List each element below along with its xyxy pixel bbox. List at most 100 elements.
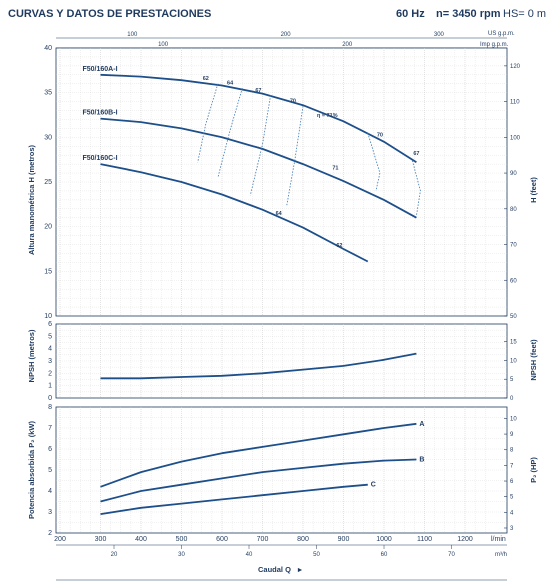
y-tick-label: 2 (48, 370, 52, 377)
npsh-panel: 0 1 2 3 4 5 6 0 5 10 15 (48, 321, 517, 402)
y-tick-label: 2 (48, 530, 52, 537)
x-tick-label: 200 (54, 536, 66, 543)
panel-frame (55, 323, 508, 399)
efficiency-label: 64 (227, 81, 234, 87)
y-right-tick-label: 60 (510, 278, 517, 284)
efficiency-label: 67 (255, 88, 261, 94)
imp-gpm-tick: 200 (342, 42, 353, 48)
series-line (100, 117, 417, 219)
series-label: A (419, 421, 424, 428)
efficiency-label: 70 (290, 98, 296, 104)
y-right-tick-label: 70 (510, 243, 517, 249)
m3h-tick-label: 40 (246, 552, 253, 558)
efficiency-line (367, 132, 381, 191)
m3h-tick-label: 30 (178, 552, 185, 558)
top-us-unit: US g.p.m. (488, 31, 515, 37)
series-line (100, 483, 368, 515)
efficiency-label: 71 (332, 165, 338, 171)
series-line (100, 422, 417, 488)
y-right-tick-label: 5 (510, 377, 514, 383)
y-tick-label: 1 (48, 383, 52, 390)
efficiency-line (217, 88, 243, 178)
x-unit-lmin: l/min (491, 536, 506, 543)
efficiency-label: 67 (413, 151, 419, 157)
x-tick-label: 800 (297, 536, 309, 543)
x-axis-title: Caudal Q (258, 565, 291, 574)
panel-frame (55, 47, 508, 317)
y-tick-label: 6 (48, 321, 52, 328)
y-right-tick-label: 15 (510, 340, 517, 346)
x-tick-label: 300 (95, 536, 107, 543)
y-tick-label: 5 (48, 333, 52, 340)
series-label: F50/160A-I (83, 66, 118, 73)
y-tick-label: 7 (48, 425, 52, 432)
frequency-label: 60 Hz (396, 8, 425, 20)
efficiency-label: 62 (203, 76, 209, 82)
y-right-tick-label: 9 (510, 432, 514, 438)
y-right-tick-label: 6 (510, 479, 514, 485)
speed-label: n= 3450 rpm (436, 8, 501, 20)
y-tick-label: 3 (48, 509, 52, 516)
power-ylabel-right: P₂ (HP) (529, 457, 538, 483)
us-gpm-tick: 200 (281, 32, 292, 38)
us-gpm-tick: 300 (434, 32, 445, 38)
efficiency-label: 64 (276, 211, 283, 217)
series-line (100, 73, 417, 164)
x-tick-label: 700 (257, 536, 269, 543)
efficiency-line (286, 106, 304, 206)
y-tick-label: 25 (44, 179, 52, 186)
npsh-ylabel: NPSH (metros) (27, 329, 36, 382)
x-tick-label: 400 (135, 536, 147, 543)
y-right-tick-label: 7 (510, 463, 514, 469)
y-tick-label: 8 (48, 404, 52, 411)
series-line (100, 163, 369, 263)
x-tick-label: 1000 (376, 536, 392, 543)
top-imp-unit: Imp g.p.m. (480, 42, 509, 48)
efficiency-line (412, 160, 421, 216)
y-right-tick-label: 10 (510, 416, 517, 422)
y-right-tick-label: 80 (510, 207, 517, 213)
chart-title: CURVAS Y DATOS DE PRESTACIONES (8, 8, 211, 20)
series-label: B (419, 457, 424, 464)
x-tick-label: 1200 (457, 536, 473, 543)
y-tick-label: 10 (44, 313, 52, 320)
x-unit-m3h: m³/h (495, 552, 507, 558)
us-gpm-tick: 100 (127, 32, 138, 38)
series-line (100, 458, 417, 503)
m3h-tick-label: 50 (313, 552, 320, 558)
x-axis-arrow: ▸ (297, 565, 303, 574)
top-scales: US g.p.m. Imp g.p.m. 100 200 300 100 200 (56, 31, 515, 49)
y-right-tick-label: 0 (510, 396, 514, 402)
y-right-tick-label: 10 (510, 358, 517, 364)
head-panel: 10 15 20 25 30 35 40 50 60 70 80 90 100 110 120 F50/160… (44, 45, 520, 320)
m3h-tick-label: 20 (111, 552, 118, 558)
efficiency-label: 62 (336, 243, 342, 249)
y-right-tick-label: 100 (510, 135, 521, 141)
y-tick-label: 35 (44, 90, 52, 97)
series-label: F50/160C-I (83, 155, 118, 162)
head-ylabel-right: H (feet) (529, 177, 538, 203)
y-tick-label: 0 (48, 395, 52, 402)
y-right-tick-label: 8 (510, 448, 514, 454)
y-right-tick-label: 4 (510, 510, 514, 516)
m3h-tick-label: 60 (381, 552, 388, 558)
y-tick-label: 4 (48, 346, 52, 353)
y-tick-label: 4 (48, 488, 52, 495)
y-tick-label: 40 (44, 45, 52, 52)
x-tick-label: 1100 (417, 536, 432, 543)
y-right-tick-label: 50 (510, 314, 517, 320)
efficiency-line (249, 95, 271, 196)
y-right-tick-label: 3 (510, 526, 514, 532)
m3h-tick-label: 70 (448, 552, 455, 558)
x-tick-label: 600 (216, 536, 228, 543)
efficiency-label: 70 (377, 132, 383, 138)
suction-label: HS= 0 m (503, 8, 546, 20)
y-right-tick-label: 90 (510, 171, 517, 177)
x-tick-label: 500 (176, 536, 188, 543)
x-tick-label: 900 (338, 536, 350, 543)
npsh-ylabel-right: NPSH (feet) (529, 339, 538, 381)
power-ylabel: Potencia absorbida P₂ (kW) (27, 421, 36, 519)
y-tick-label: 3 (48, 358, 52, 365)
y-right-tick-label: 120 (510, 64, 521, 70)
